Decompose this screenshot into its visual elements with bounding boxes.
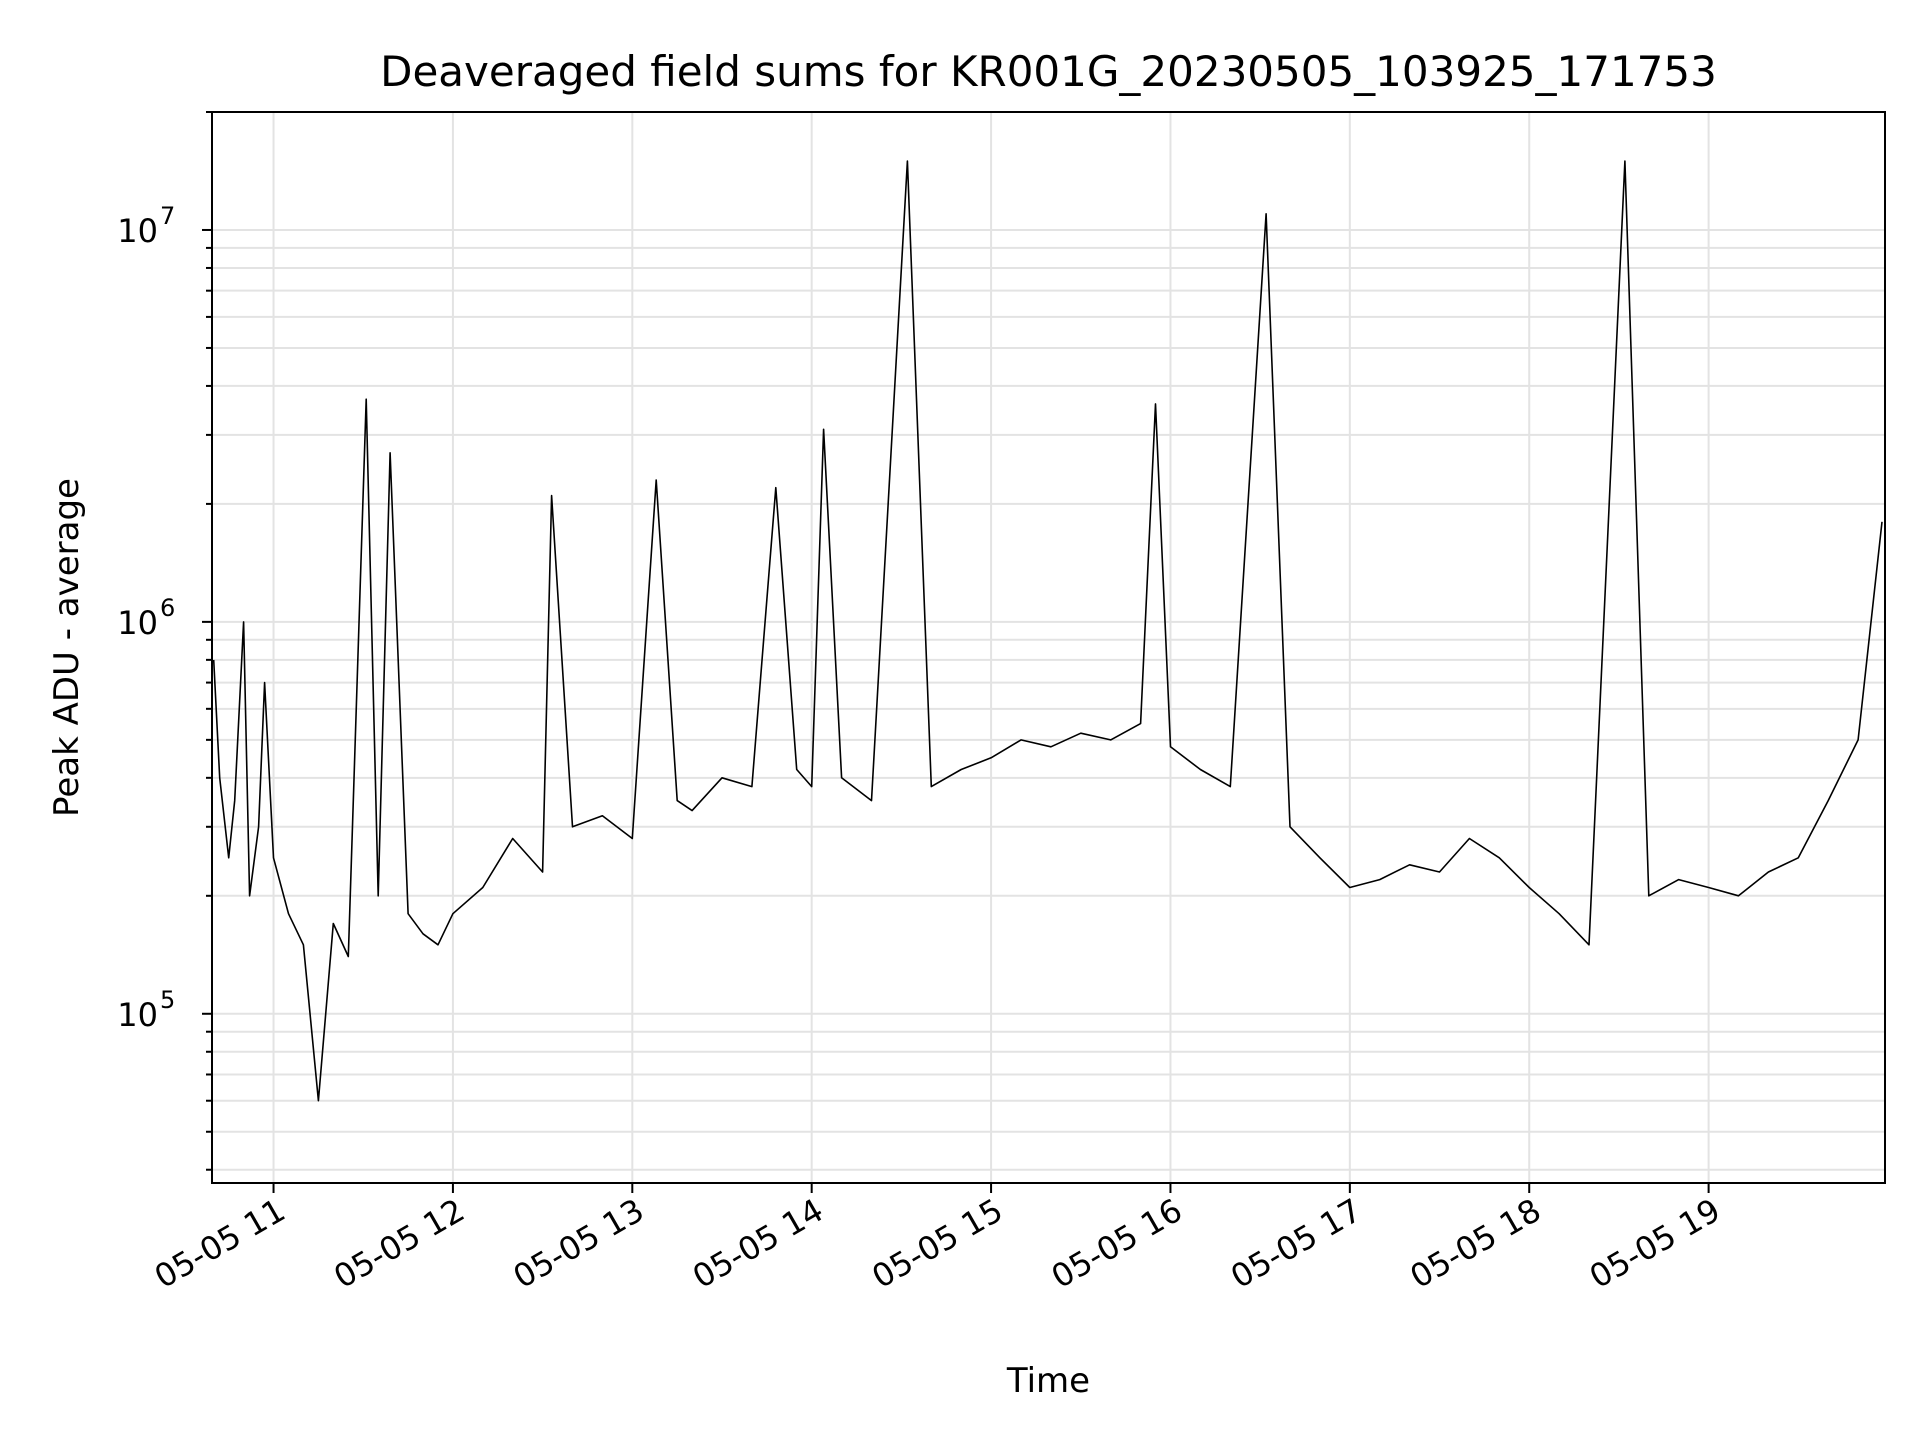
y-axis-label: Peak ADU - average	[47, 478, 87, 817]
y-tick-exponent: 5	[160, 986, 175, 1014]
x-axis-label: Time	[1006, 1361, 1090, 1401]
x-tick-label: 05-05 16	[1045, 1191, 1189, 1296]
x-tick-label: 05-05 13	[507, 1191, 651, 1296]
x-tick-label: 05-05 14	[686, 1191, 830, 1296]
y-tick-label: 10	[117, 996, 158, 1034]
plot-frame	[211, 111, 1886, 1184]
y-tick-label: 10	[117, 604, 158, 642]
x-axis: 05-05 11 05-05 12 05-05 13 05-05 14 05-05 15…	[148, 1183, 1727, 1296]
x-tick-label: 05-05 11	[148, 1191, 292, 1296]
x-tick-label: 05-05 18	[1404, 1191, 1548, 1296]
x-tick-label: 05-05 17	[1224, 1191, 1368, 1296]
y-tick-exponent: 7	[160, 202, 175, 230]
series-layer	[212, 160, 1883, 1102]
x-tick-label: 05-05 12	[327, 1191, 471, 1296]
x-tick-label: 05-05 15	[865, 1191, 1009, 1296]
series-line	[212, 160, 1883, 1102]
grid	[212, 111, 1885, 1183]
y-tick-exponent: 6	[160, 594, 175, 622]
chart-title: Deaveraged field sums for KR001G_2023050…	[380, 47, 1717, 96]
x-tick-label: 05-05 19	[1583, 1191, 1727, 1296]
y-tick-label: 10	[117, 212, 158, 250]
